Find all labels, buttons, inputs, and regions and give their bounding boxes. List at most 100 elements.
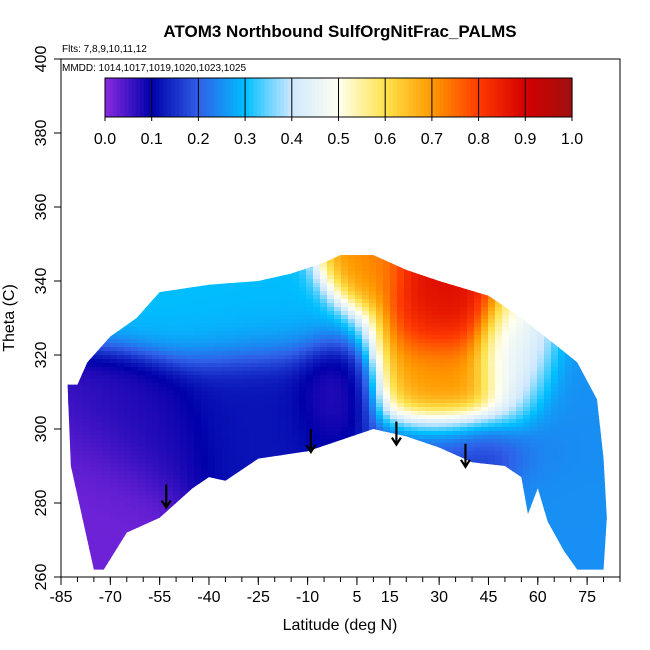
x-axis-ticks: -85 -70 -55 -40 -25 -10 5 15 30 45 60 75	[49, 577, 621, 606]
colorbar-segment	[400, 78, 406, 117]
colorbar-segment	[451, 78, 456, 117]
y-tick-label: 280	[33, 490, 50, 517]
colorbar-ticks: 0.0 0.1 0.2 0.3 0.4 0.5 0.6 0.7 0.8 0.9 1.0	[94, 78, 583, 148]
colorbar-segment	[389, 78, 394, 117]
colorbar-segment	[354, 78, 359, 117]
colorbar-segment	[163, 78, 168, 117]
colorbar-tick-label: 0.2	[187, 131, 209, 148]
colorbar-tick-label: 0.1	[141, 131, 163, 148]
flights-note: Flts: 7,8,9,10,11,12	[62, 44, 147, 55]
colorbar-segment	[225, 78, 231, 117]
arrow-marker-2	[390, 421, 402, 447]
colorbar-segment	[295, 78, 301, 117]
colorbar	[104, 77, 573, 118]
colorbar-segment	[241, 78, 246, 117]
colorbar-segment	[311, 78, 316, 117]
colorbar-tick-label: 0.7	[421, 131, 443, 148]
colorbar-segment	[525, 78, 530, 117]
colorbar-segment	[105, 78, 110, 117]
y-tick-label: 260	[33, 564, 50, 591]
colorbar-segment	[182, 78, 188, 117]
dates-note: MMDD: 1014,1017,1019,1020,1023,1025	[62, 63, 246, 74]
colorbar-tick-label: 0.5	[327, 131, 349, 148]
colorbar-segment	[252, 78, 258, 117]
colorbar-segment	[396, 78, 402, 117]
colorbar-segment	[272, 78, 277, 117]
colorbar-segment	[319, 78, 324, 117]
colorbar-segment	[463, 78, 468, 117]
colorbar-segment	[385, 78, 390, 117]
colorbar-segment	[568, 78, 573, 117]
y-tick-label: 380	[33, 120, 50, 147]
x-tick-label: -25	[247, 589, 270, 606]
colorbar-segment	[466, 78, 472, 117]
x-tick-label: 30	[430, 589, 448, 606]
colorbar-segment	[357, 78, 363, 117]
colorbar-segment	[564, 78, 569, 117]
colorbar-segment	[560, 78, 565, 117]
colorbar-segment	[544, 78, 550, 117]
colorbar-segment	[392, 78, 398, 117]
x-tick-label: -55	[148, 589, 171, 606]
colorbar-segment	[330, 78, 336, 117]
colorbar-segment	[116, 78, 122, 117]
arrow-marker-1	[305, 429, 317, 455]
y-tick-label: 400	[33, 46, 50, 73]
colorbar-segment	[513, 78, 519, 117]
colorbar-segment	[315, 78, 320, 117]
colorbar-segment	[178, 78, 184, 117]
colorbar-segment	[221, 78, 227, 117]
colorbar-segment	[346, 78, 351, 117]
colorbar-segment	[552, 78, 558, 117]
colorbar-segment	[443, 78, 449, 117]
colorbar-segment	[529, 78, 534, 117]
colorbar-segment	[213, 78, 219, 117]
colorbar-segment	[186, 78, 192, 117]
y-tick-label: 360	[33, 194, 50, 221]
colorbar-segment	[439, 78, 445, 117]
colorbar-segment	[342, 78, 347, 117]
colorbar-segment	[307, 78, 312, 117]
colorbar-segment	[190, 78, 196, 117]
colorbar-segment	[108, 78, 114, 117]
colorbar-segment	[412, 78, 417, 117]
colorbar-segment	[447, 78, 452, 117]
colorbar-segment	[494, 78, 499, 117]
arrow-markers	[160, 421, 471, 510]
colorbar-segment	[112, 78, 118, 117]
colorbar-segment	[369, 78, 375, 117]
colorbar-segment	[128, 78, 133, 117]
colorbar-segment	[299, 78, 305, 117]
colorbar-segment	[210, 78, 215, 117]
colorbar-segment	[521, 78, 526, 117]
arrow-marker-3	[460, 443, 471, 469]
colorbar-segment	[517, 78, 523, 117]
colorbar-segment	[206, 78, 211, 117]
colorbar-segment	[478, 78, 484, 117]
colorbar-segment	[536, 78, 542, 117]
colorbar-segment	[431, 78, 437, 117]
colorbar-tick-label: 1.0	[561, 131, 583, 148]
x-tick-label: 75	[578, 589, 596, 606]
colorbar-segment	[416, 78, 421, 117]
colorbar-segment	[217, 78, 223, 117]
colorbar-segment	[194, 78, 199, 117]
colorbar-segment	[202, 78, 207, 117]
colorbar-tick-label: 0.6	[374, 131, 396, 148]
colorbar-segment	[132, 78, 137, 117]
colorbar-segment	[509, 78, 515, 117]
colorbar-segment	[420, 78, 425, 117]
colorbar-segment	[198, 78, 203, 117]
colorbar-segment	[548, 78, 554, 117]
colorbar-segment	[424, 78, 429, 117]
colorbar-segment	[175, 78, 180, 117]
colorbar-segment	[498, 78, 503, 117]
y-tick-label: 320	[33, 342, 50, 369]
colorbar-segment	[377, 78, 382, 117]
colorbar-segment	[455, 78, 460, 117]
colorbar-segment	[287, 78, 293, 117]
colorbar-segment	[540, 78, 546, 117]
x-tick-label: 60	[529, 589, 547, 606]
colorbar-segment	[233, 78, 238, 117]
